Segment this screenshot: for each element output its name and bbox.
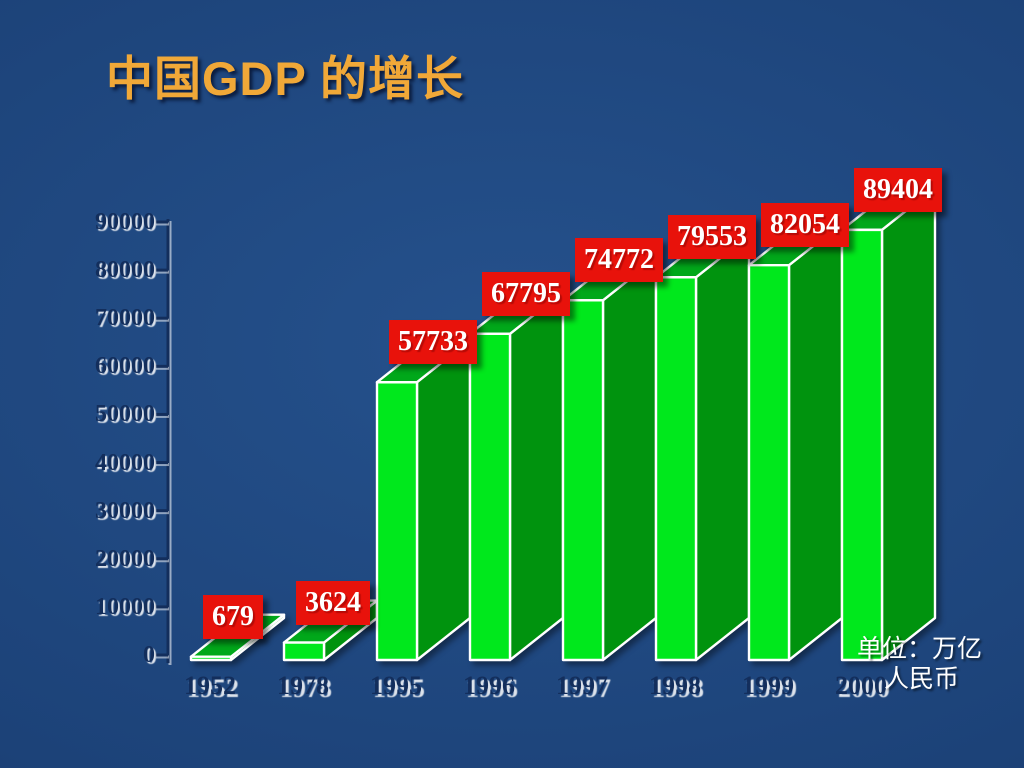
x-axis-year-label: 1999 bbox=[742, 671, 794, 700]
x-axis-year-label: 1996 bbox=[463, 671, 515, 700]
y-axis-tick-label: 80000 bbox=[95, 257, 155, 284]
bar-value-label: 79553 bbox=[668, 215, 756, 260]
bar-front-face bbox=[561, 299, 605, 662]
bar-side-face bbox=[694, 234, 751, 662]
bar-value-label: 3624 bbox=[296, 580, 370, 625]
slide-title: 中国GDP 的增长 bbox=[106, 52, 465, 105]
bar-front-face bbox=[840, 228, 884, 662]
unit-note: 单位：万亿 人民币 bbox=[857, 635, 982, 695]
bar-side-face bbox=[880, 186, 937, 662]
x-axis-year-label: 1978 bbox=[277, 671, 329, 700]
y-axis-tick-label: 40000 bbox=[95, 449, 155, 476]
bar-1997 bbox=[561, 257, 658, 662]
y-axis-tick-label: 50000 bbox=[95, 401, 155, 428]
bar-front-face bbox=[282, 641, 326, 662]
bar-2000 bbox=[840, 186, 937, 662]
bar-side-face bbox=[415, 339, 472, 662]
bar-front-face bbox=[654, 276, 698, 662]
x-axis-year-label: 1997 bbox=[556, 671, 608, 700]
bar-front-face bbox=[747, 264, 791, 662]
bar-value-label: 82054 bbox=[761, 203, 849, 248]
x-axis-year-label: 1995 bbox=[370, 671, 422, 700]
bar-value-label: 67795 bbox=[482, 271, 570, 316]
bar-value-label: 89404 bbox=[854, 167, 942, 212]
bar-side-face bbox=[601, 257, 658, 662]
bar-1999 bbox=[747, 222, 844, 662]
x-axis-year-label: 1998 bbox=[649, 671, 701, 700]
y-axis-tick-label: 70000 bbox=[95, 305, 155, 332]
bar-front-face bbox=[468, 332, 512, 662]
y-axis-tick-label: 10000 bbox=[95, 593, 155, 620]
bar-value-label: 74772 bbox=[575, 238, 663, 283]
bar-side-face bbox=[787, 222, 844, 662]
bar-front-face bbox=[189, 655, 233, 662]
y-axis-tick-label: 30000 bbox=[95, 497, 155, 524]
unit-note-line1: 单位：万亿 bbox=[857, 636, 983, 663]
bar-1995 bbox=[375, 339, 472, 662]
x-axis-year-label: 1952 bbox=[184, 671, 236, 700]
y-axis-tick-label: 60000 bbox=[95, 353, 155, 380]
y-axis-tick-label: 0 bbox=[143, 642, 155, 668]
bar-1998 bbox=[654, 234, 751, 662]
y-axis-tick-label: 90000 bbox=[95, 209, 155, 235]
bar-side-face bbox=[508, 290, 565, 662]
unit-note-line2: 人民币 bbox=[884, 666, 960, 693]
x-axis-year-label: 2000 bbox=[835, 671, 887, 700]
y-axis-tick-label: 20000 bbox=[95, 545, 155, 572]
bar-value-label: 679 bbox=[203, 594, 263, 639]
bar-1996 bbox=[468, 290, 565, 662]
bar-value-label: 57733 bbox=[389, 320, 477, 365]
bar-front-face bbox=[375, 381, 419, 662]
